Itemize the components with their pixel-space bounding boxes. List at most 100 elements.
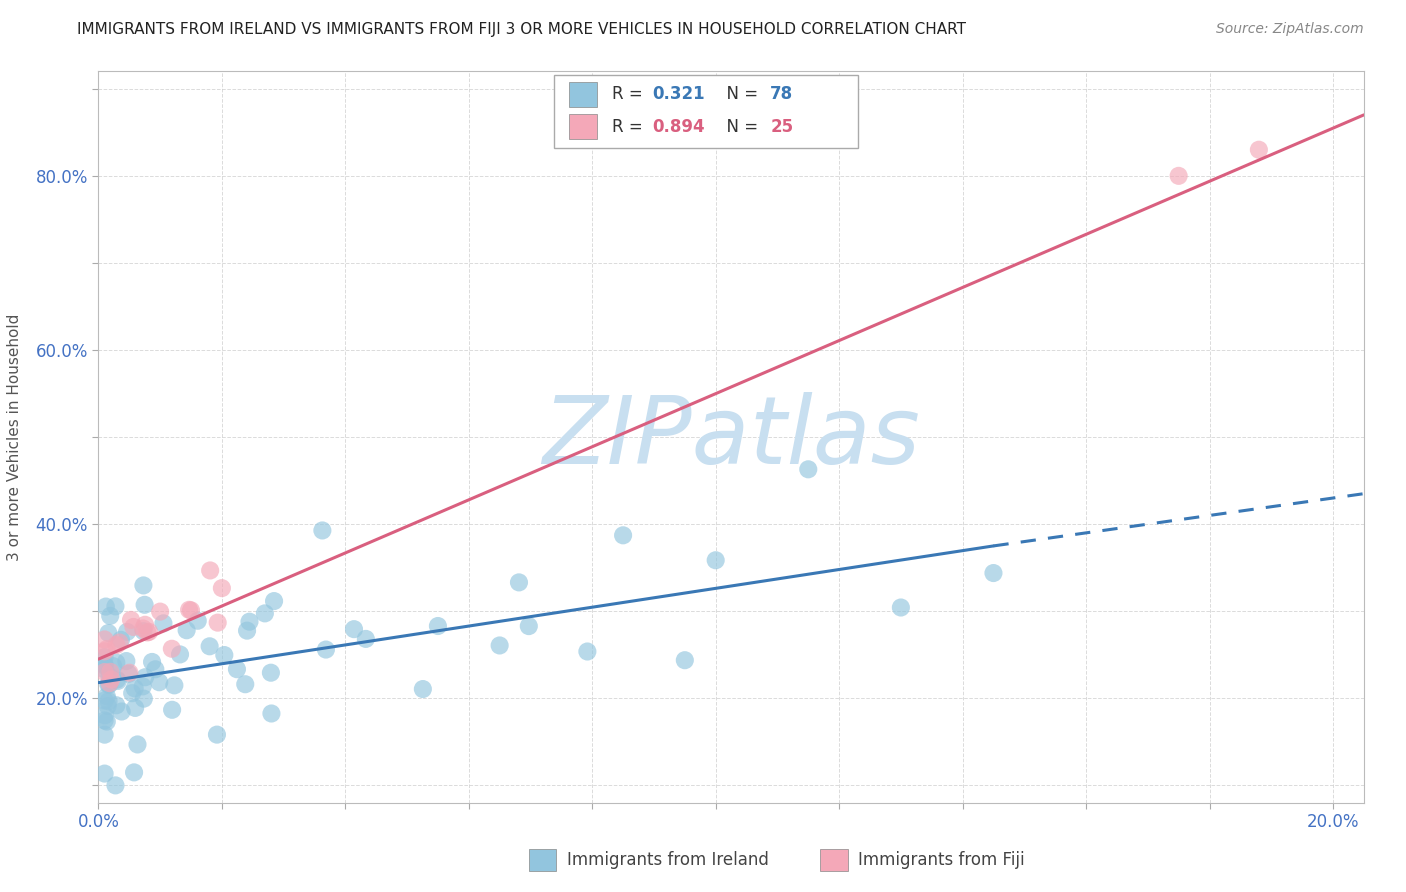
Point [576,644,599,658]
FancyBboxPatch shape [569,81,598,107]
Point [97,677,120,691]
Point [97,699,120,714]
Point [160,703,183,717]
Point [134,598,156,612]
Point [508,575,530,590]
Point [160,641,183,656]
Point [1167,169,1189,183]
Point [93,766,115,780]
Point [110,632,132,647]
Point [260,665,283,680]
Point [93,728,115,742]
Point [117,666,139,681]
Point [121,686,143,700]
Point [93,665,115,679]
Point [118,665,141,680]
Point [105,656,128,670]
Point [983,566,1005,580]
Point [136,625,159,640]
FancyBboxPatch shape [554,75,858,148]
Point [132,691,155,706]
Point [107,673,129,688]
Point [94,644,117,658]
FancyBboxPatch shape [569,114,598,139]
Point [211,581,233,595]
Point [163,678,186,692]
Point [152,616,174,631]
Point [115,624,138,639]
Point [236,624,259,638]
Point [205,728,228,742]
Point [890,600,912,615]
Point [143,662,166,676]
Point [263,594,285,608]
Point [148,675,170,690]
Point [93,714,115,728]
Point [94,599,117,614]
Point [93,657,115,672]
Text: 0.894: 0.894 [652,118,706,136]
Point [315,642,337,657]
Point [517,619,540,633]
Point [124,701,146,715]
Point [198,640,221,654]
Point [176,624,198,638]
Point [253,607,276,621]
Point [214,648,236,662]
Point [105,698,128,713]
Point [343,622,366,636]
Point [94,708,117,723]
Point [115,654,138,668]
Point [96,714,118,729]
Point [180,603,202,617]
Point [103,659,125,673]
Point [233,677,256,691]
Text: Immigrants from Fiji: Immigrants from Fiji [858,851,1025,869]
Point [108,635,131,649]
Point [1247,143,1270,157]
Point [93,693,115,707]
Text: ZIPatlas: ZIPatlas [543,392,920,483]
Point [149,605,172,619]
Point [100,665,122,679]
Point [93,632,115,647]
Point [105,673,128,687]
Point [226,662,249,676]
Point [134,670,156,684]
Point [311,524,333,538]
Point [96,642,118,657]
Text: Immigrants from Ireland: Immigrants from Ireland [567,851,769,869]
Point [412,681,434,696]
Point [122,765,145,780]
Text: IMMIGRANTS FROM IRELAND VS IMMIGRANTS FROM FIJI 3 OR MORE VEHICLES IN HOUSEHOLD : IMMIGRANTS FROM IRELAND VS IMMIGRANTS FR… [77,22,966,37]
Point [98,677,121,691]
Point [127,738,149,752]
Point [93,662,115,676]
Point [98,608,121,623]
Point [98,669,121,683]
Point [198,564,221,578]
Point [134,617,156,632]
Point [120,613,142,627]
Text: R =: R = [612,86,648,103]
Point [187,614,209,628]
Point [97,626,120,640]
Point [124,681,146,696]
Text: N =: N = [716,118,763,136]
Point [169,648,191,662]
Text: R =: R = [612,118,648,136]
Point [704,553,727,567]
Point [260,706,283,721]
Point [354,632,377,646]
Point [105,638,128,652]
Point [673,653,696,667]
FancyBboxPatch shape [529,849,557,871]
Point [93,650,115,665]
Point [122,620,145,634]
Point [132,679,155,693]
Point [97,694,120,708]
Text: Source: ZipAtlas.com: Source: ZipAtlas.com [1216,22,1364,37]
Point [141,655,163,669]
Y-axis label: 3 or more Vehicles in Household: 3 or more Vehicles in Household [7,313,21,561]
Point [96,689,118,703]
